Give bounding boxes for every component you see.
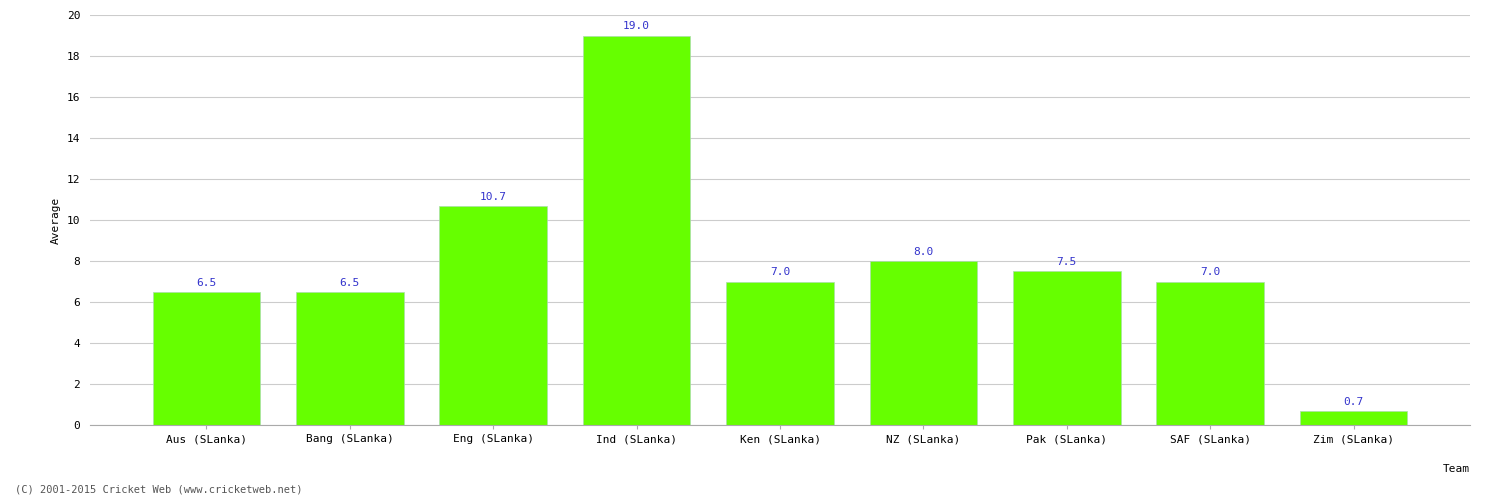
Text: (C) 2001-2015 Cricket Web (www.cricketweb.net): (C) 2001-2015 Cricket Web (www.cricketwe… (15, 485, 303, 495)
Text: Team: Team (1443, 464, 1470, 474)
Text: 7.5: 7.5 (1056, 257, 1077, 267)
Bar (726, 282, 834, 425)
Bar (1299, 410, 1407, 425)
Bar (153, 292, 261, 425)
Bar (296, 292, 404, 425)
Text: 10.7: 10.7 (480, 192, 507, 202)
Bar (440, 206, 548, 425)
Text: 19.0: 19.0 (622, 22, 650, 32)
Bar (870, 261, 976, 425)
Text: 7.0: 7.0 (770, 268, 790, 278)
Text: 7.0: 7.0 (1200, 268, 1221, 278)
Bar (1013, 271, 1120, 425)
Bar (584, 36, 690, 425)
Text: 8.0: 8.0 (914, 247, 933, 257)
Text: 6.5: 6.5 (196, 278, 216, 287)
Bar (1156, 282, 1264, 425)
Text: 0.7: 0.7 (1344, 396, 1364, 406)
Y-axis label: Average: Average (51, 196, 62, 244)
Text: 6.5: 6.5 (339, 278, 360, 287)
